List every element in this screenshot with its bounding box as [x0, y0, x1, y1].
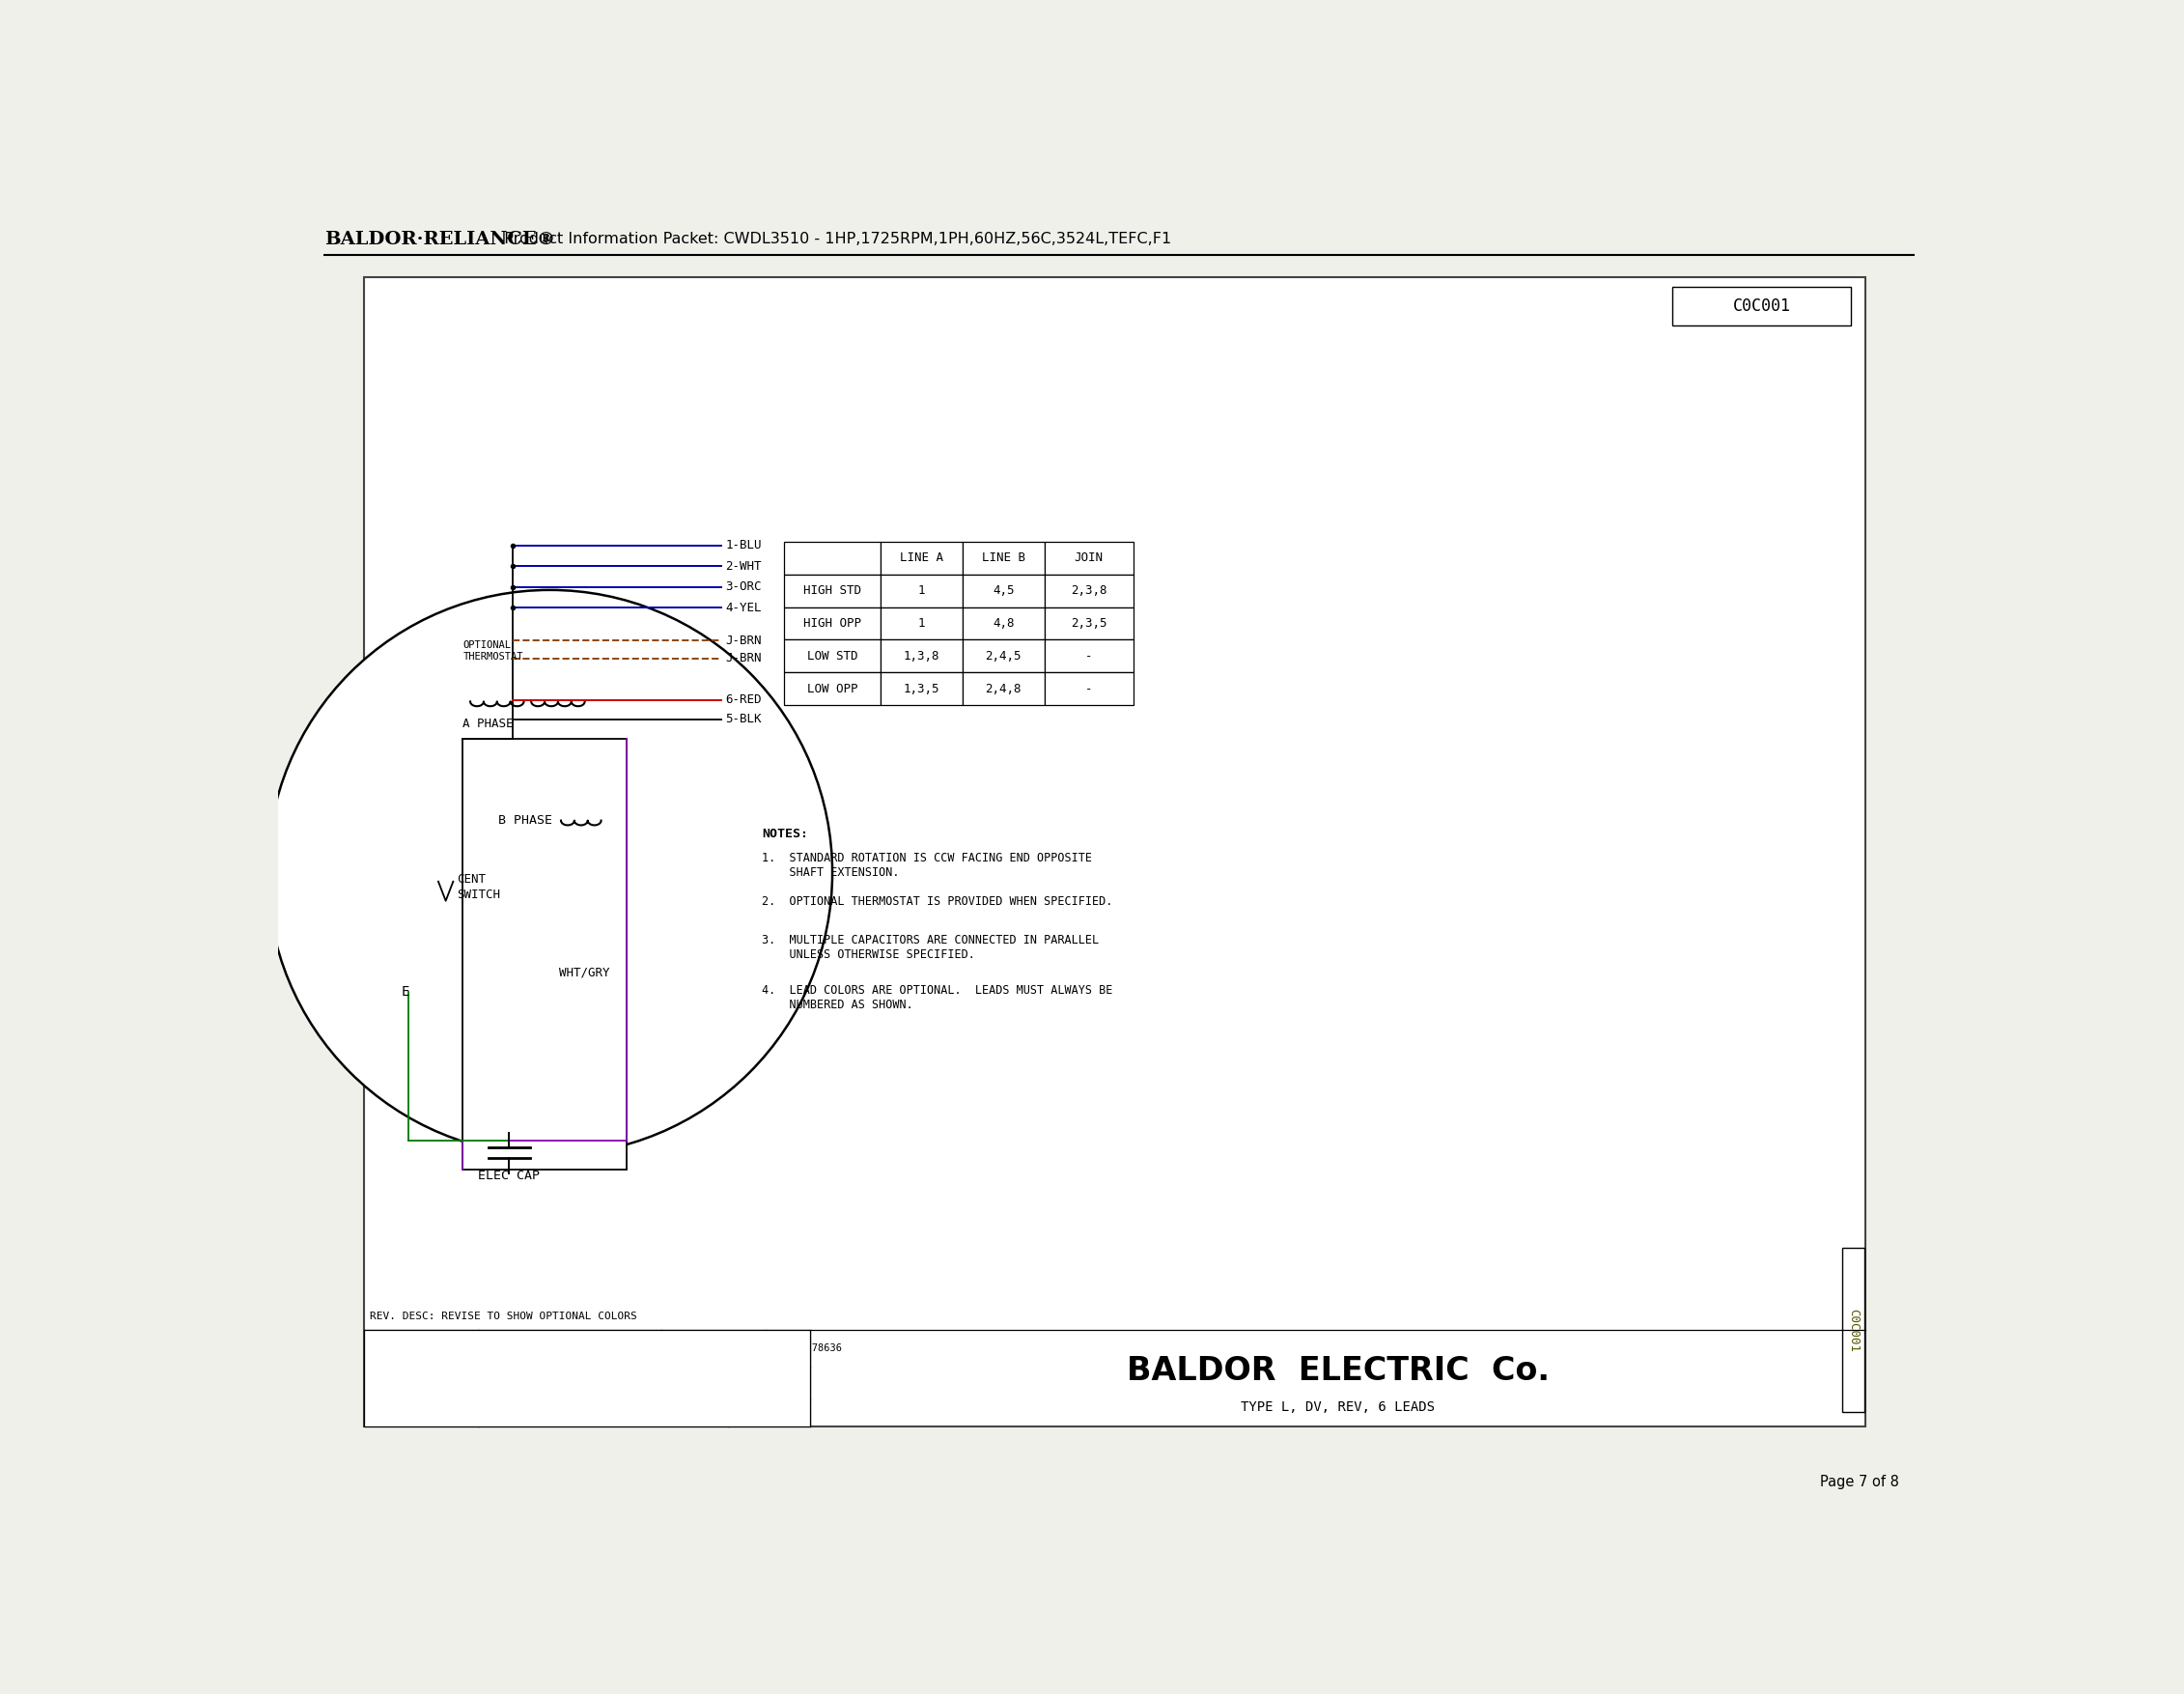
Text: J-BRN: J-BRN	[725, 634, 762, 647]
Text: 3.  MULTIPLE CAPACITORS ARE CONNECTED IN PARALLEL
    UNLESS OTHERWISE SPECIFIED: 3. MULTIPLE CAPACITORS ARE CONNECTED IN …	[762, 933, 1099, 960]
Text: 1.  STANDARD ROTATION IS CCW FACING END OPPOSITE
    SHAFT EXTENSION.: 1. STANDARD ROTATION IS CCW FACING END O…	[762, 852, 1092, 879]
Bar	[963, 542, 1044, 574]
Bar	[880, 606, 963, 640]
Text: MTL: -: MTL: -	[485, 1409, 524, 1420]
Text: 1: 1	[917, 617, 926, 630]
Text: TDR: 0178636: TDR: 0178636	[769, 1343, 841, 1354]
Text: C0C001: C0C001	[1732, 296, 1791, 315]
Text: 100000: 100000	[369, 1386, 411, 1399]
Bar	[880, 673, 963, 705]
Bar	[880, 574, 963, 606]
Text: 1-BLU: 1-BLU	[725, 539, 762, 552]
Text: LINE A: LINE A	[900, 552, 943, 564]
Bar	[963, 574, 1044, 606]
Text: 2,4,5: 2,4,5	[985, 650, 1022, 662]
Text: 4.  LEAD COLORS ARE OPTIONAL.  LEADS MUST ALWAYS BE
    NUMBERED AS SHOWN.: 4. LEAD COLORS ARE OPTIONAL. LEADS MUST …	[762, 984, 1112, 1011]
Text: 1,3,5: 1,3,5	[904, 683, 939, 695]
Bar	[963, 606, 1044, 640]
Text: 4-YEL: 4-YEL	[725, 601, 762, 615]
Text: WHT/GRY: WHT/GRY	[559, 967, 609, 979]
Text: ELEC CAP: ELEC CAP	[478, 1171, 539, 1182]
Text: CENT
SWITCH: CENT SWITCH	[456, 874, 500, 901]
Text: 1,3,8: 1,3,8	[904, 650, 939, 662]
Text: TYPE L, DV, REV, 6 LEADS: TYPE L, DV, REV, 6 LEADS	[1241, 1401, 1435, 1414]
Text: -: -	[1085, 650, 1092, 662]
Bar	[1673, 286, 1850, 325]
Bar	[1841, 1248, 1865, 1411]
Bar	[880, 542, 963, 574]
Text: 2.  OPTIONAL THERMOSTAT IS PROVIDED WHEN SPECIFIED.: 2. OPTIONAL THERMOSTAT IS PROVIDED WHEN …	[762, 894, 1112, 908]
Text: -: -	[1085, 683, 1092, 695]
Text: HIGH OPP: HIGH OPP	[804, 617, 860, 630]
Bar	[1044, 606, 1133, 640]
Bar	[963, 673, 1044, 705]
Text: A PHASE: A PHASE	[463, 718, 513, 730]
Bar	[1044, 574, 1133, 606]
Text: B PHASE: B PHASE	[498, 815, 553, 827]
Text: 4,5: 4,5	[992, 584, 1013, 596]
Text: C0C001: C0C001	[1848, 1308, 1859, 1352]
Text: 2-WHT: 2-WHT	[725, 561, 762, 573]
Text: BALDOR·RELIANCE®: BALDOR·RELIANCE®	[325, 230, 555, 247]
Text: 1: 1	[917, 584, 926, 596]
Text: OPTIONAL
THERMOSTAT: OPTIONAL THERMOSTAT	[463, 640, 524, 661]
Text: NOTES:: NOTES:	[762, 828, 808, 840]
Text: E: E	[402, 984, 408, 998]
Bar	[784, 574, 880, 606]
Text: HIGH STD: HIGH STD	[804, 584, 860, 596]
Text: LINE B: LINE B	[981, 552, 1024, 564]
Text: 2,4,8: 2,4,8	[985, 683, 1022, 695]
Text: BY: JLP: BY: JLP	[485, 1343, 531, 1354]
Text: REV. DESC: REVISE TO SHOW OPTIONAL COLORS: REV. DESC: REVISE TO SHOW OPTIONAL COLOR…	[369, 1311, 638, 1321]
Bar	[365, 278, 1865, 1426]
Text: 2,3,8: 2,3,8	[1070, 584, 1107, 596]
Text: REVISED: 04/08/99 1:16: REVISED: 04/08/99 1:16	[668, 1343, 799, 1354]
Text: 5-BLK: 5-BLK	[725, 713, 762, 725]
Text: JOIN: JOIN	[1075, 552, 1103, 564]
Text: 6-RED: 6-RED	[725, 695, 762, 706]
Bar	[880, 640, 963, 673]
Text: 4,8: 4,8	[992, 617, 1013, 630]
Bar	[784, 673, 880, 705]
Text: 3-ORC: 3-ORC	[725, 581, 762, 593]
Bar	[784, 542, 880, 574]
Bar	[463, 739, 627, 1171]
Text: MDL: -: MDL: -	[732, 1382, 771, 1392]
Text: FILE: AAA00007405: FILE: AAA00007405	[485, 1387, 587, 1398]
Text: J-BRN: J-BRN	[725, 652, 762, 664]
Text: Product Information Packet: CWDL3510 - 1HP,1725RPM,1PH,60HZ,56C,3524L,TEFC,F1: Product Information Packet: CWDL3510 - 1…	[494, 232, 1171, 246]
Bar	[784, 640, 880, 673]
Bar	[365, 1330, 810, 1426]
Text: LOW OPP: LOW OPP	[806, 683, 858, 695]
Text: REV LTR: D: REV LTR: D	[369, 1343, 435, 1354]
Bar	[1044, 673, 1133, 705]
Text: BALDOR  ELECTRIC  Co.: BALDOR ELECTRIC Co.	[1127, 1355, 1548, 1386]
Bar	[784, 606, 880, 640]
Bar	[963, 640, 1044, 673]
Text: LOW STD: LOW STD	[806, 650, 858, 662]
Text: Page 7 of 8: Page 7 of 8	[1819, 1475, 1900, 1489]
Text: 2,3,5: 2,3,5	[1070, 617, 1107, 630]
Bar	[1044, 640, 1133, 673]
Circle shape	[266, 590, 832, 1155]
Bar	[1044, 542, 1133, 574]
